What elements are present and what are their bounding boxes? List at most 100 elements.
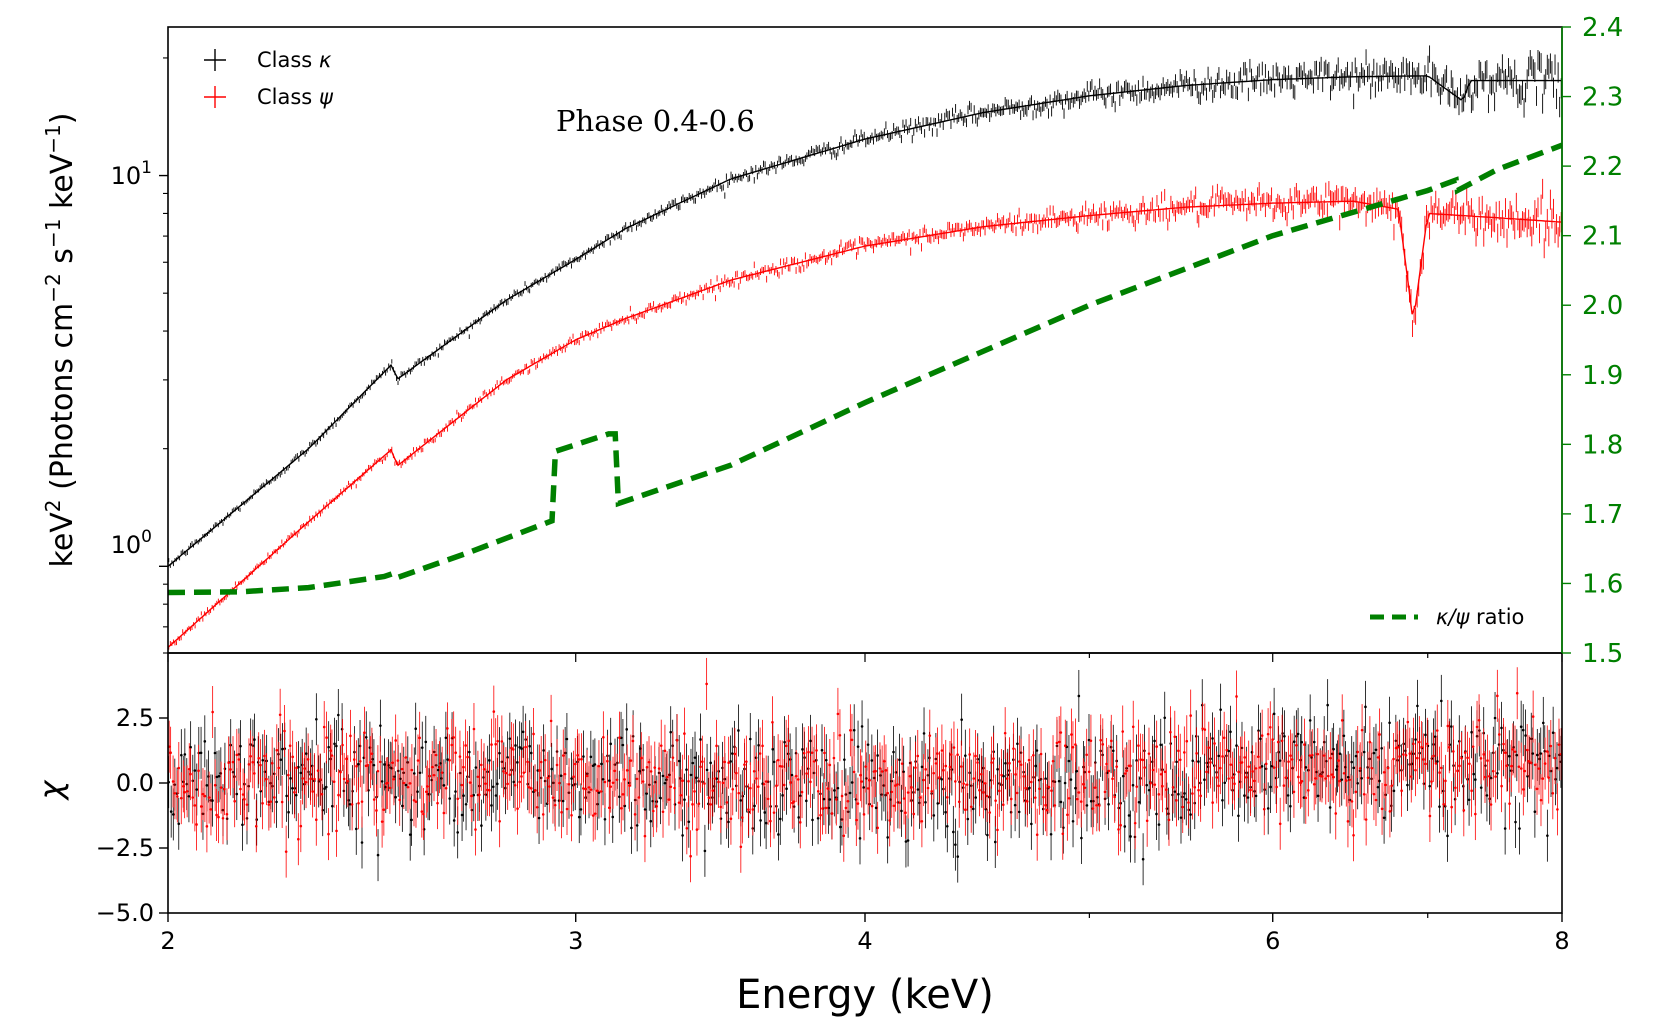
residual-marker-class-psi — [1463, 751, 1467, 754]
residual-marker-class-kappa — [783, 740, 786, 744]
residual-marker-class-psi — [1284, 776, 1288, 779]
residual-marker-class-psi — [1434, 762, 1438, 765]
residual-marker-class-psi — [355, 764, 358, 768]
residual-marker-class-psi — [332, 780, 336, 784]
residual-marker-class-psi — [1412, 742, 1415, 746]
residual-marker-class-kappa — [801, 748, 804, 751]
residual-marker-class-psi — [1275, 785, 1278, 789]
residual-marker-class-kappa — [528, 744, 531, 748]
residual-marker-class-kappa — [1300, 740, 1304, 744]
residual-marker-class-kappa — [261, 758, 265, 762]
residual-marker-class-psi — [1424, 762, 1427, 766]
residual-marker-class-psi — [287, 773, 290, 777]
residual-marker-class-kappa — [1440, 699, 1443, 703]
residual-marker-class-psi — [448, 758, 451, 762]
residual-marker-class-psi — [703, 782, 706, 785]
residual-marker-class-psi — [1477, 718, 1481, 722]
residual-marker-class-kappa — [643, 808, 647, 811]
residual-marker-class-psi — [1215, 776, 1219, 779]
residual-marker-class-psi — [1053, 804, 1057, 807]
residual-marker-class-psi — [1303, 743, 1306, 746]
residual-marker-class-psi — [1221, 755, 1224, 758]
residual-marker-class-psi — [386, 781, 389, 785]
residual-marker-class-kappa — [203, 740, 207, 743]
residual-marker-class-kappa — [452, 819, 456, 822]
residual-marker-class-psi — [508, 773, 512, 777]
residual-marker-class-psi — [1364, 818, 1368, 821]
residual-marker-class-psi — [1087, 770, 1091, 774]
residual-marker-class-psi — [406, 785, 410, 789]
residual-marker-class-psi — [1374, 798, 1378, 802]
residual-marker-class-psi — [948, 765, 952, 769]
residual-marker-class-kappa — [1077, 694, 1081, 698]
residual-marker-class-psi — [273, 796, 276, 799]
residual-marker-class-psi — [599, 790, 603, 793]
residual-marker-class-kappa — [1107, 802, 1110, 806]
residual-marker-class-kappa — [1017, 810, 1021, 814]
residual-marker-class-kappa — [1278, 759, 1282, 762]
residual-marker-class-psi — [946, 796, 949, 799]
residual-marker-class-kappa — [1002, 774, 1005, 778]
xtick-label-3: 3 — [568, 927, 583, 955]
residual-marker-class-psi — [372, 798, 376, 801]
residual-marker-class-psi — [301, 777, 304, 780]
residual-marker-class-kappa — [506, 756, 509, 759]
residual-marker-class-kappa — [932, 814, 936, 817]
residual-marker-class-psi — [1435, 729, 1439, 732]
residual-marker-class-psi — [589, 788, 593, 791]
xtick-label-6: 6 — [1265, 927, 1280, 955]
residual-marker-class-psi — [1280, 739, 1284, 743]
residual-marker-class-psi — [830, 812, 834, 815]
residual-marker-class-psi — [1408, 752, 1412, 755]
residual-marker-class-kappa — [577, 815, 581, 819]
residual-marker-class-kappa — [1350, 760, 1354, 764]
residual-marker-class-psi — [369, 760, 372, 764]
residual-marker-class-psi — [1050, 789, 1053, 792]
residual-marker-class-psi — [360, 800, 364, 803]
ratio-tick-label-1.5: 1.5 — [1582, 639, 1623, 669]
residual-marker-class-psi — [1541, 777, 1545, 780]
residual-marker-class-kappa — [679, 777, 682, 780]
residual-marker-class-psi — [1225, 748, 1229, 752]
residual-marker-class-kappa — [601, 777, 605, 781]
residual-marker-class-psi — [247, 763, 251, 766]
residual-marker-class-psi — [1334, 812, 1338, 815]
residual-marker-class-psi — [506, 782, 509, 786]
residual-marker-class-psi — [1310, 753, 1314, 757]
residual-marker-class-psi — [1523, 769, 1527, 773]
residual-marker-class-kappa — [886, 836, 889, 839]
residual-marker-class-psi — [667, 798, 671, 801]
residual-marker-class-psi — [293, 790, 296, 794]
residual-marker-class-psi — [1141, 758, 1145, 762]
residual-marker-class-psi — [805, 772, 808, 775]
residual-marker-class-psi — [1489, 803, 1493, 806]
model-line-class-psi — [168, 200, 1562, 648]
residual-marker-class-kappa — [1340, 778, 1344, 781]
residual-marker-class-psi — [306, 758, 310, 761]
residual-marker-class-psi — [1282, 784, 1286, 787]
residual-marker-class-kappa — [521, 730, 525, 734]
residual-marker-class-kappa — [380, 780, 384, 783]
residual-marker-class-kappa — [630, 826, 633, 830]
residual-marker-class-kappa — [820, 748, 824, 752]
residual-marker-class-kappa — [661, 774, 665, 778]
residual-tick-label: −5.0 — [96, 899, 154, 927]
residual-marker-class-kappa — [480, 824, 483, 827]
residual-marker-class-psi — [649, 770, 653, 773]
residual-marker-class-kappa — [442, 784, 446, 787]
residual-marker-class-psi — [1406, 720, 1410, 724]
residual-marker-class-psi — [842, 834, 846, 838]
residual-marker-class-kappa — [199, 751, 203, 755]
residual-marker-class-psi — [548, 785, 551, 788]
residual-marker-class-psi — [900, 762, 904, 765]
residual-marker-class-kappa — [514, 744, 517, 747]
residual-marker-class-psi — [815, 749, 818, 752]
residual-marker-class-kappa — [1479, 786, 1483, 789]
residual-marker-class-kappa — [665, 778, 668, 781]
residual-marker-class-kappa — [1328, 806, 1332, 809]
residual-marker-class-psi — [577, 758, 581, 761]
residual-marker-class-psi — [426, 785, 429, 788]
residual-marker-class-psi — [280, 800, 284, 804]
residual-marker-class-psi — [1452, 750, 1455, 753]
residual-marker-class-psi — [490, 743, 493, 746]
